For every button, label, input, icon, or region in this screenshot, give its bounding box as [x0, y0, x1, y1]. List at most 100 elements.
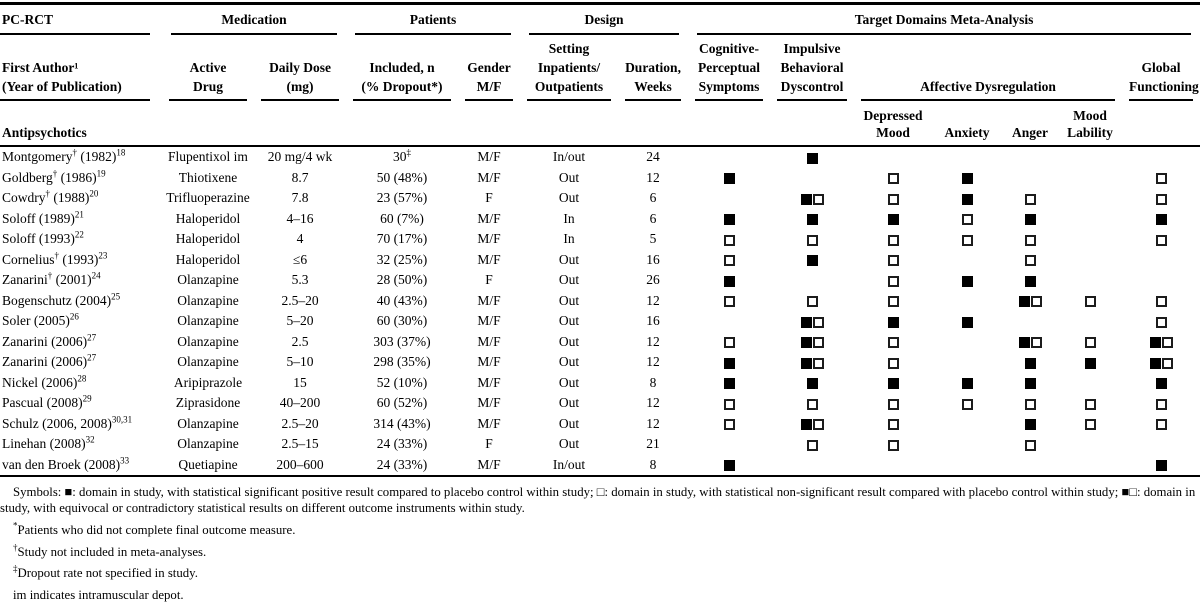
- study-row: Zanarini (2006)27 Olanzapine 5–10 298 (35%)…: [0, 352, 1200, 373]
- domain-anxiety: [932, 414, 1002, 435]
- domain-anger: [1002, 188, 1058, 209]
- col-active-drug: Active Drug: [162, 35, 254, 101]
- domain-mood-lability: [1058, 311, 1122, 332]
- study-duration: 12: [646, 292, 660, 308]
- col-first-author: First Author¹ (Year of Publication): [0, 35, 162, 101]
- domain-impulsive: [770, 311, 854, 332]
- filled-square-icon: [800, 357, 812, 369]
- study-drug: Haloperidol: [175, 251, 241, 267]
- study-drug: Olanzapine: [177, 436, 239, 452]
- domain-cognitive: [688, 291, 770, 312]
- domain-anxiety: [932, 434, 1002, 455]
- study-dose: 2.5–15: [281, 436, 319, 452]
- domain-depressed: [854, 229, 932, 250]
- study-setting: In/out: [520, 454, 618, 477]
- domain-global: [1122, 311, 1200, 332]
- domain-mood-lability: [1058, 168, 1122, 189]
- open-square-icon: [887, 296, 899, 308]
- domain-cognitive: [688, 373, 770, 394]
- domain-cognitive: [688, 229, 770, 250]
- col-anxiety: Anxiety: [932, 101, 1003, 147]
- table-head: PC-RCT Medication Patients Design Target…: [0, 5, 1200, 147]
- domain-cognitive: [688, 146, 770, 168]
- open-square-icon: [812, 357, 824, 369]
- filled-square-icon: [961, 173, 973, 185]
- study-duration: 8: [649, 374, 657, 390]
- domain-cognitive: [688, 250, 770, 271]
- domain-mood-lability: [1058, 209, 1122, 230]
- footnote: †Study not included in meta-analyses.: [13, 542, 207, 559]
- study-drug: Aripiprazole: [173, 374, 243, 390]
- study-setting: Out: [558, 436, 580, 452]
- study-row: Soloff (1993)22 Haloperidol 4 70 (17%) M/F In…: [0, 229, 1200, 250]
- study-row: Goldberg† (1986)19 Thiotixene 8.7 50 (48%) M…: [0, 168, 1200, 189]
- study-included-n: 40 (43%): [376, 292, 428, 308]
- study-row: Zanarini† (2001)24 Olanzapine 5.3 28 (50%) F…: [0, 270, 1200, 291]
- domain-global: [1122, 270, 1200, 291]
- study-author: Cowdry† (1988)20: [2, 188, 99, 206]
- study-dose: 40–200: [279, 395, 321, 411]
- study-dose: 7.8: [291, 190, 309, 206]
- domain-mood-lability: [1058, 146, 1122, 168]
- domain-anger: [1002, 229, 1058, 250]
- study-drug: Flupentixol im: [168, 149, 248, 165]
- study-row: Schulz (2006, 2008)30,31 Olanzapine 2.5–20…: [0, 414, 1200, 435]
- filled-square-icon: [800, 337, 812, 349]
- open-square-icon: [1084, 337, 1096, 349]
- col-duration: Duration, Weeks: [618, 35, 688, 101]
- domain-anger: [1002, 270, 1058, 291]
- col-daily-dose: Daily Dose (mg): [254, 35, 346, 101]
- domain-mood-lability: [1058, 373, 1122, 394]
- study-drug: Olanzapine: [177, 333, 239, 349]
- domain-mood-lability: [1058, 291, 1122, 312]
- study-row: Zanarini (2006)27 Olanzapine 2.5 303 (37%) M…: [0, 332, 1200, 353]
- open-square-icon: [1084, 296, 1096, 308]
- col-cognitive-perceptual: Cognitive- Perceptual Symptoms: [688, 35, 770, 101]
- domain-anxiety: [932, 209, 1002, 230]
- open-square-icon: [1024, 193, 1036, 205]
- study-row: van den Broek (2008)33 Quetiapine 200–600 2…: [0, 454, 1200, 477]
- domain-global: [1122, 188, 1200, 209]
- filled-square-icon: [1018, 337, 1030, 349]
- open-square-icon: [1024, 439, 1036, 451]
- col-impulsive-behavioral: Impulsive Behavioral Dyscontrol: [770, 35, 854, 101]
- study-duration: 12: [646, 415, 660, 431]
- study-included-n: 303 (37%): [373, 333, 431, 349]
- domain-impulsive: [770, 209, 854, 230]
- open-square-icon: [1155, 234, 1167, 246]
- study-drug: Quetiapine: [162, 454, 254, 477]
- domain-mood-lability: [1058, 188, 1122, 209]
- open-square-icon: [806, 296, 818, 308]
- open-square-icon: [1155, 173, 1167, 185]
- study-gender: M/F: [477, 251, 501, 267]
- study-setting: Out: [558, 415, 580, 431]
- study-duration: 5: [649, 231, 657, 247]
- study-setting: Out: [558, 374, 580, 390]
- filled-square-icon: [723, 214, 735, 226]
- domain-anxiety: [932, 393, 1002, 414]
- group-target-domains: Target Domains Meta-Analysis: [688, 5, 1200, 35]
- study-gender: M/F: [477, 169, 501, 185]
- study-author: Nickel (2006)28: [2, 373, 87, 390]
- domain-anger: [1002, 209, 1058, 230]
- open-square-icon: [1155, 296, 1167, 308]
- filled-square-icon: [1024, 214, 1036, 226]
- filled-square-icon: [1084, 357, 1096, 369]
- study-dose: 200–600: [254, 454, 346, 477]
- study-author: Cornelius† (1993)23: [2, 250, 108, 267]
- study-author: Schulz (2006, 2008)30,31: [2, 414, 133, 431]
- domain-global: [1122, 434, 1200, 455]
- domain-mood-lability: [1058, 250, 1122, 271]
- domain-depressed: [854, 291, 932, 312]
- study-row: Montgomery† (1982)18 Flupentixol im 20 mg/…: [0, 146, 1200, 168]
- study-setting: Out: [558, 292, 580, 308]
- study-setting: In/out: [552, 149, 586, 165]
- domain-mood-lability: [1058, 434, 1122, 455]
- domain-impulsive: [770, 291, 854, 312]
- study-dose: 15: [293, 374, 307, 390]
- domain-anger: [1002, 332, 1058, 353]
- domain-impulsive: [770, 414, 854, 435]
- domain-global: [1122, 229, 1200, 250]
- table-footer: Symbols: ■: domain in study, with statis…: [0, 477, 1200, 602]
- col-global-functioning: Global Functioning: [1122, 35, 1200, 101]
